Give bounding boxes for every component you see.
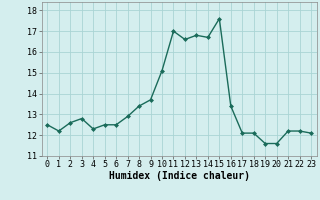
X-axis label: Humidex (Indice chaleur): Humidex (Indice chaleur) xyxy=(109,171,250,181)
